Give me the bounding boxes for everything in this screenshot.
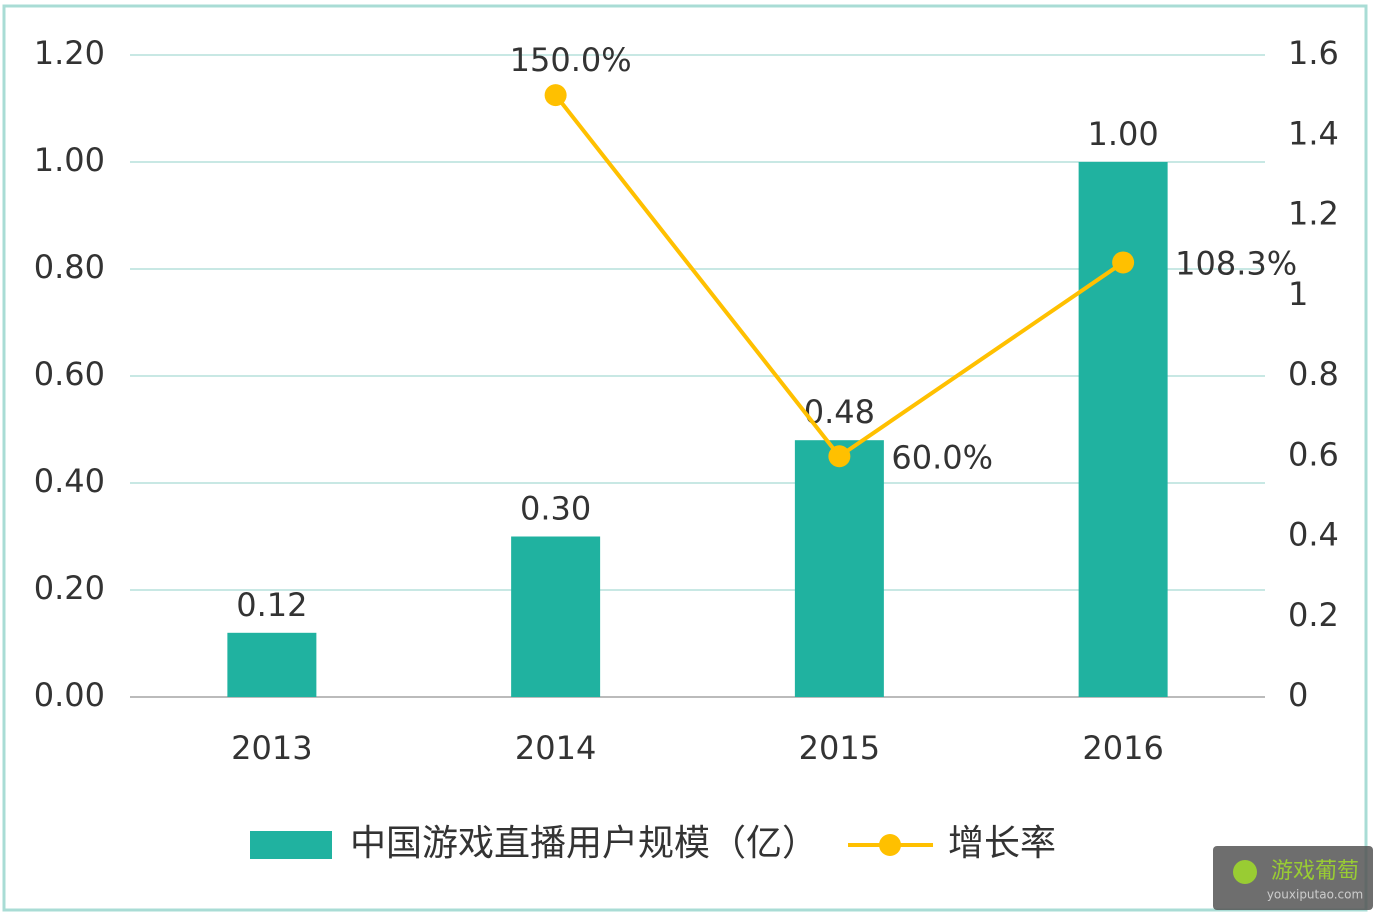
y2-tick-label: 1: [1288, 275, 1308, 313]
legend-label: 增长率: [948, 823, 1056, 864]
data-label: 150.0%: [510, 41, 632, 79]
x-tick-label: 2014: [515, 729, 596, 767]
watermark: 游戏葡萄 youxiputao.com: [1213, 846, 1373, 910]
line-marker: [1112, 251, 1135, 274]
bar: [511, 536, 601, 697]
watermark-title: 游戏葡萄: [1271, 859, 1359, 884]
bar: [227, 632, 317, 697]
data-label: 0.12: [236, 586, 307, 624]
y-tick-label: 1.20: [34, 34, 105, 72]
bar: [1078, 162, 1168, 697]
x-tick-label: 2013: [231, 729, 312, 767]
watermark-logo: [1233, 860, 1257, 884]
watermark-bg: [1213, 846, 1373, 910]
y2-tick-label: 1.4: [1288, 114, 1339, 152]
legend-swatch: [250, 831, 332, 859]
y2-tick-label: 0.4: [1288, 516, 1339, 554]
legend-label: 中国游戏直播用户规模（亿）: [350, 823, 818, 864]
line-marker: [544, 84, 567, 107]
y2-tick-label: 0.8: [1288, 355, 1339, 393]
y2-tick-label: 1.2: [1288, 195, 1339, 233]
legend-marker: [879, 834, 902, 856]
data-label: 60.0%: [891, 438, 993, 476]
y-tick-label: 0.80: [34, 248, 105, 286]
y2-tick-label: 0.6: [1288, 435, 1339, 473]
data-label: 108.3%: [1175, 244, 1297, 282]
y-tick-label: 0.40: [34, 462, 105, 500]
x-tick-label: 2015: [799, 729, 880, 767]
data-label: 0.30: [520, 490, 591, 528]
y-tick-label: 1.00: [34, 141, 105, 179]
data-label: 1.00: [1088, 115, 1159, 153]
line-marker: [828, 445, 851, 468]
frame: [2, 4, 1368, 912]
y2-tick-label: 1.6: [1288, 34, 1339, 72]
y2-tick-label: 0: [1288, 676, 1308, 714]
x-tick-label: 2016: [1082, 729, 1163, 767]
y-tick-label: 0.20: [34, 569, 105, 607]
watermark-subtitle: youxiputao.com: [1267, 888, 1363, 902]
y-tick-label: 0.00: [34, 676, 105, 714]
y2-tick-label: 0.2: [1288, 596, 1339, 634]
bar: [794, 440, 884, 697]
y-tick-label: 0.60: [34, 355, 105, 393]
